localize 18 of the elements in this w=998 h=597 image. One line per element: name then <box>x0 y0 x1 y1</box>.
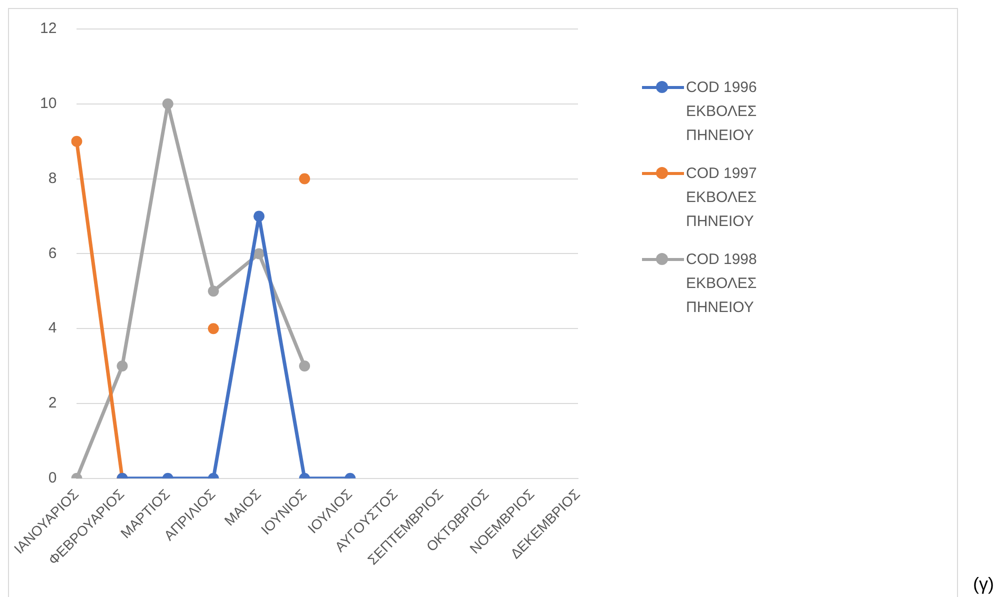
y-tick-label: 2 <box>48 394 57 412</box>
point <box>208 323 219 334</box>
y-tick-label: 8 <box>48 170 57 187</box>
y-tick-label: 10 <box>40 95 57 112</box>
text: (γ) <box>973 574 994 594</box>
y-tick-label: 12 <box>40 20 57 38</box>
y-tick-label: 0 <box>48 470 57 487</box>
point <box>71 136 82 147</box>
point <box>253 248 264 260</box>
y-tick-label: 6 <box>48 244 57 262</box>
legend-label: COD 1998 ΕΚΒΟΛΕΣ ΠΗΝΕΙΟΥ <box>686 250 758 318</box>
point <box>253 210 264 222</box>
legend-label: COD 1996 ΕΚΒΟΛΕΣ ΠΗΝΕΙΟΥ <box>686 78 758 146</box>
point <box>299 173 310 184</box>
legend-label: COD 1997 ΕΚΒΟΛΕΣ ΠΗΝΕΙΟΥ <box>686 164 758 232</box>
y-tick-label: 4 <box>48 320 57 337</box>
point <box>162 98 174 110</box>
point <box>208 286 219 297</box>
